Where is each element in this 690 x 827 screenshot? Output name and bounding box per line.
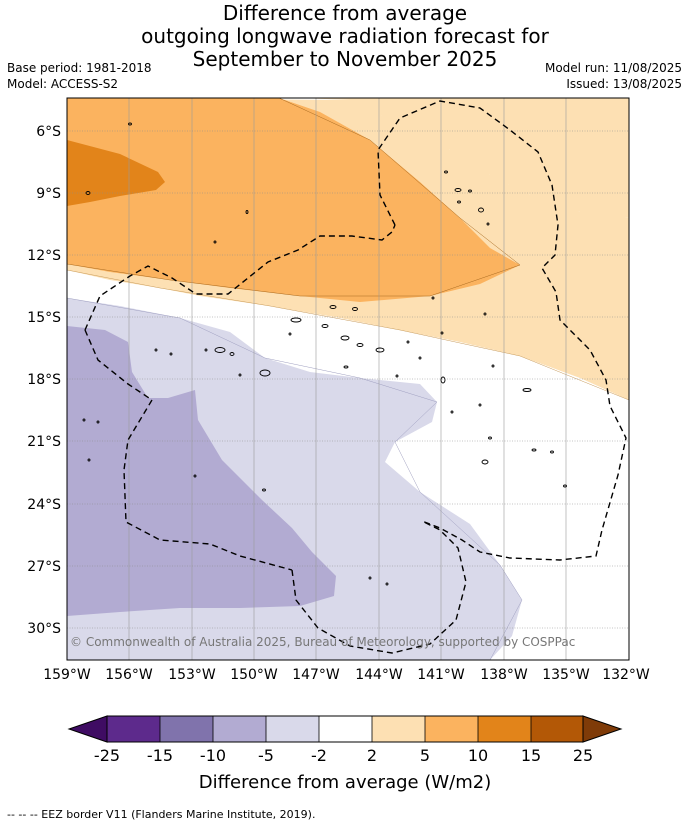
meta-right: Model run: 11/08/2025 Issued: 13/08/2025 — [545, 60, 682, 92]
lat-label: 30°S — [27, 621, 61, 637]
lat-label: 6°S — [36, 124, 61, 140]
longitude-labels: 159°W 156°W 153°W 150°W 147°W 144°W 141°… — [43, 667, 650, 683]
lon-label: 132°W — [602, 667, 650, 683]
colorbar-segment — [266, 716, 319, 742]
lat-label: 18°S — [27, 372, 61, 388]
anomaly-region-pos-5-10 — [67, 98, 520, 302]
lon-label: 156°W — [105, 667, 153, 683]
colorbar-tick-label: 5 — [420, 746, 430, 765]
colorbar-segment — [160, 716, 213, 742]
meta-left: Base period: 1981-2018 Model: ACCESS-S2 — [7, 60, 152, 92]
colorbar-segment — [425, 716, 478, 742]
colorbar-low-extend — [67, 715, 108, 743]
lon-label: 135°W — [542, 667, 590, 683]
lat-label: 27°S — [27, 559, 61, 575]
lon-label: 150°W — [230, 667, 278, 683]
colorbar-segment — [478, 716, 531, 742]
colorbar-tick-label: -25 — [94, 746, 120, 765]
colorbar-tick-label: 2 — [367, 746, 377, 765]
colorbar-tick-label: 10 — [468, 746, 488, 765]
lat-label: 21°S — [27, 434, 61, 450]
title-line-1: Difference from average — [222, 1, 468, 25]
latitude-labels: 6°S 9°S 12°S 15°S 18°S 21°S 24°S 27°S 30… — [27, 124, 61, 637]
lon-label: 147°W — [292, 667, 340, 683]
lat-label: 9°S — [36, 186, 61, 202]
colorbar-tick-label: 15 — [521, 746, 541, 765]
colorbar-high-extend — [582, 715, 623, 743]
colorbar: -25 -15 -10 -5 -2 2 5 10 15 25 Differenc… — [67, 715, 623, 793]
base-period: Base period: 1981-2018 — [7, 61, 152, 75]
colorbar-tick-label: -10 — [200, 746, 226, 765]
lat-label: 12°S — [27, 248, 61, 264]
colorbar-tick-label: -15 — [147, 746, 173, 765]
lon-label: 141°W — [417, 667, 465, 683]
map-plot-area: © Commonwealth of Australia 2025, Bureau… — [67, 98, 629, 660]
lon-label: 153°W — [168, 667, 216, 683]
lat-label: 24°S — [27, 497, 61, 513]
colorbar-segment — [107, 716, 160, 742]
anomaly-region-neg-5-10 — [67, 326, 336, 616]
colorbar-label: Difference from average (W/m2) — [199, 772, 491, 793]
colorbar-tick-label: -5 — [258, 746, 274, 765]
issued-date: Issued: 13/08/2025 — [566, 77, 682, 91]
colorbar-segment — [213, 716, 266, 742]
colorbar-segment — [531, 716, 583, 742]
colorbar-tick-label: 25 — [573, 746, 593, 765]
lon-label: 159°W — [43, 667, 91, 683]
model-name: Model: ACCESS-S2 — [7, 77, 119, 91]
model-run: Model run: 11/08/2025 — [544, 61, 682, 75]
title-line-3: September to November 2025 — [192, 47, 498, 71]
map-gridlines — [67, 130, 629, 629]
lon-label: 138°W — [480, 667, 528, 683]
title-line-2: outgoing longwave radiation forecast for — [141, 24, 549, 48]
lon-label: 144°W — [355, 667, 403, 683]
island-outlines — [82, 122, 567, 586]
map-frame — [66, 97, 630, 661]
colorbar-segment — [319, 716, 372, 742]
eez-border-french-polynesia — [377, 100, 627, 561]
map-title: Difference from average outgoing longwav… — [0, 2, 690, 71]
lat-label: 15°S — [27, 310, 61, 326]
anomaly-region-pos-10-15 — [67, 140, 165, 206]
colorbar-tick-label: -2 — [311, 746, 327, 765]
eez-footnote: -- -- -- EEZ border V11 (Flanders Marine… — [7, 808, 316, 821]
map-copyright: © Commonwealth of Australia 2025, Bureau… — [70, 635, 575, 649]
colorbar-segment — [372, 716, 425, 742]
